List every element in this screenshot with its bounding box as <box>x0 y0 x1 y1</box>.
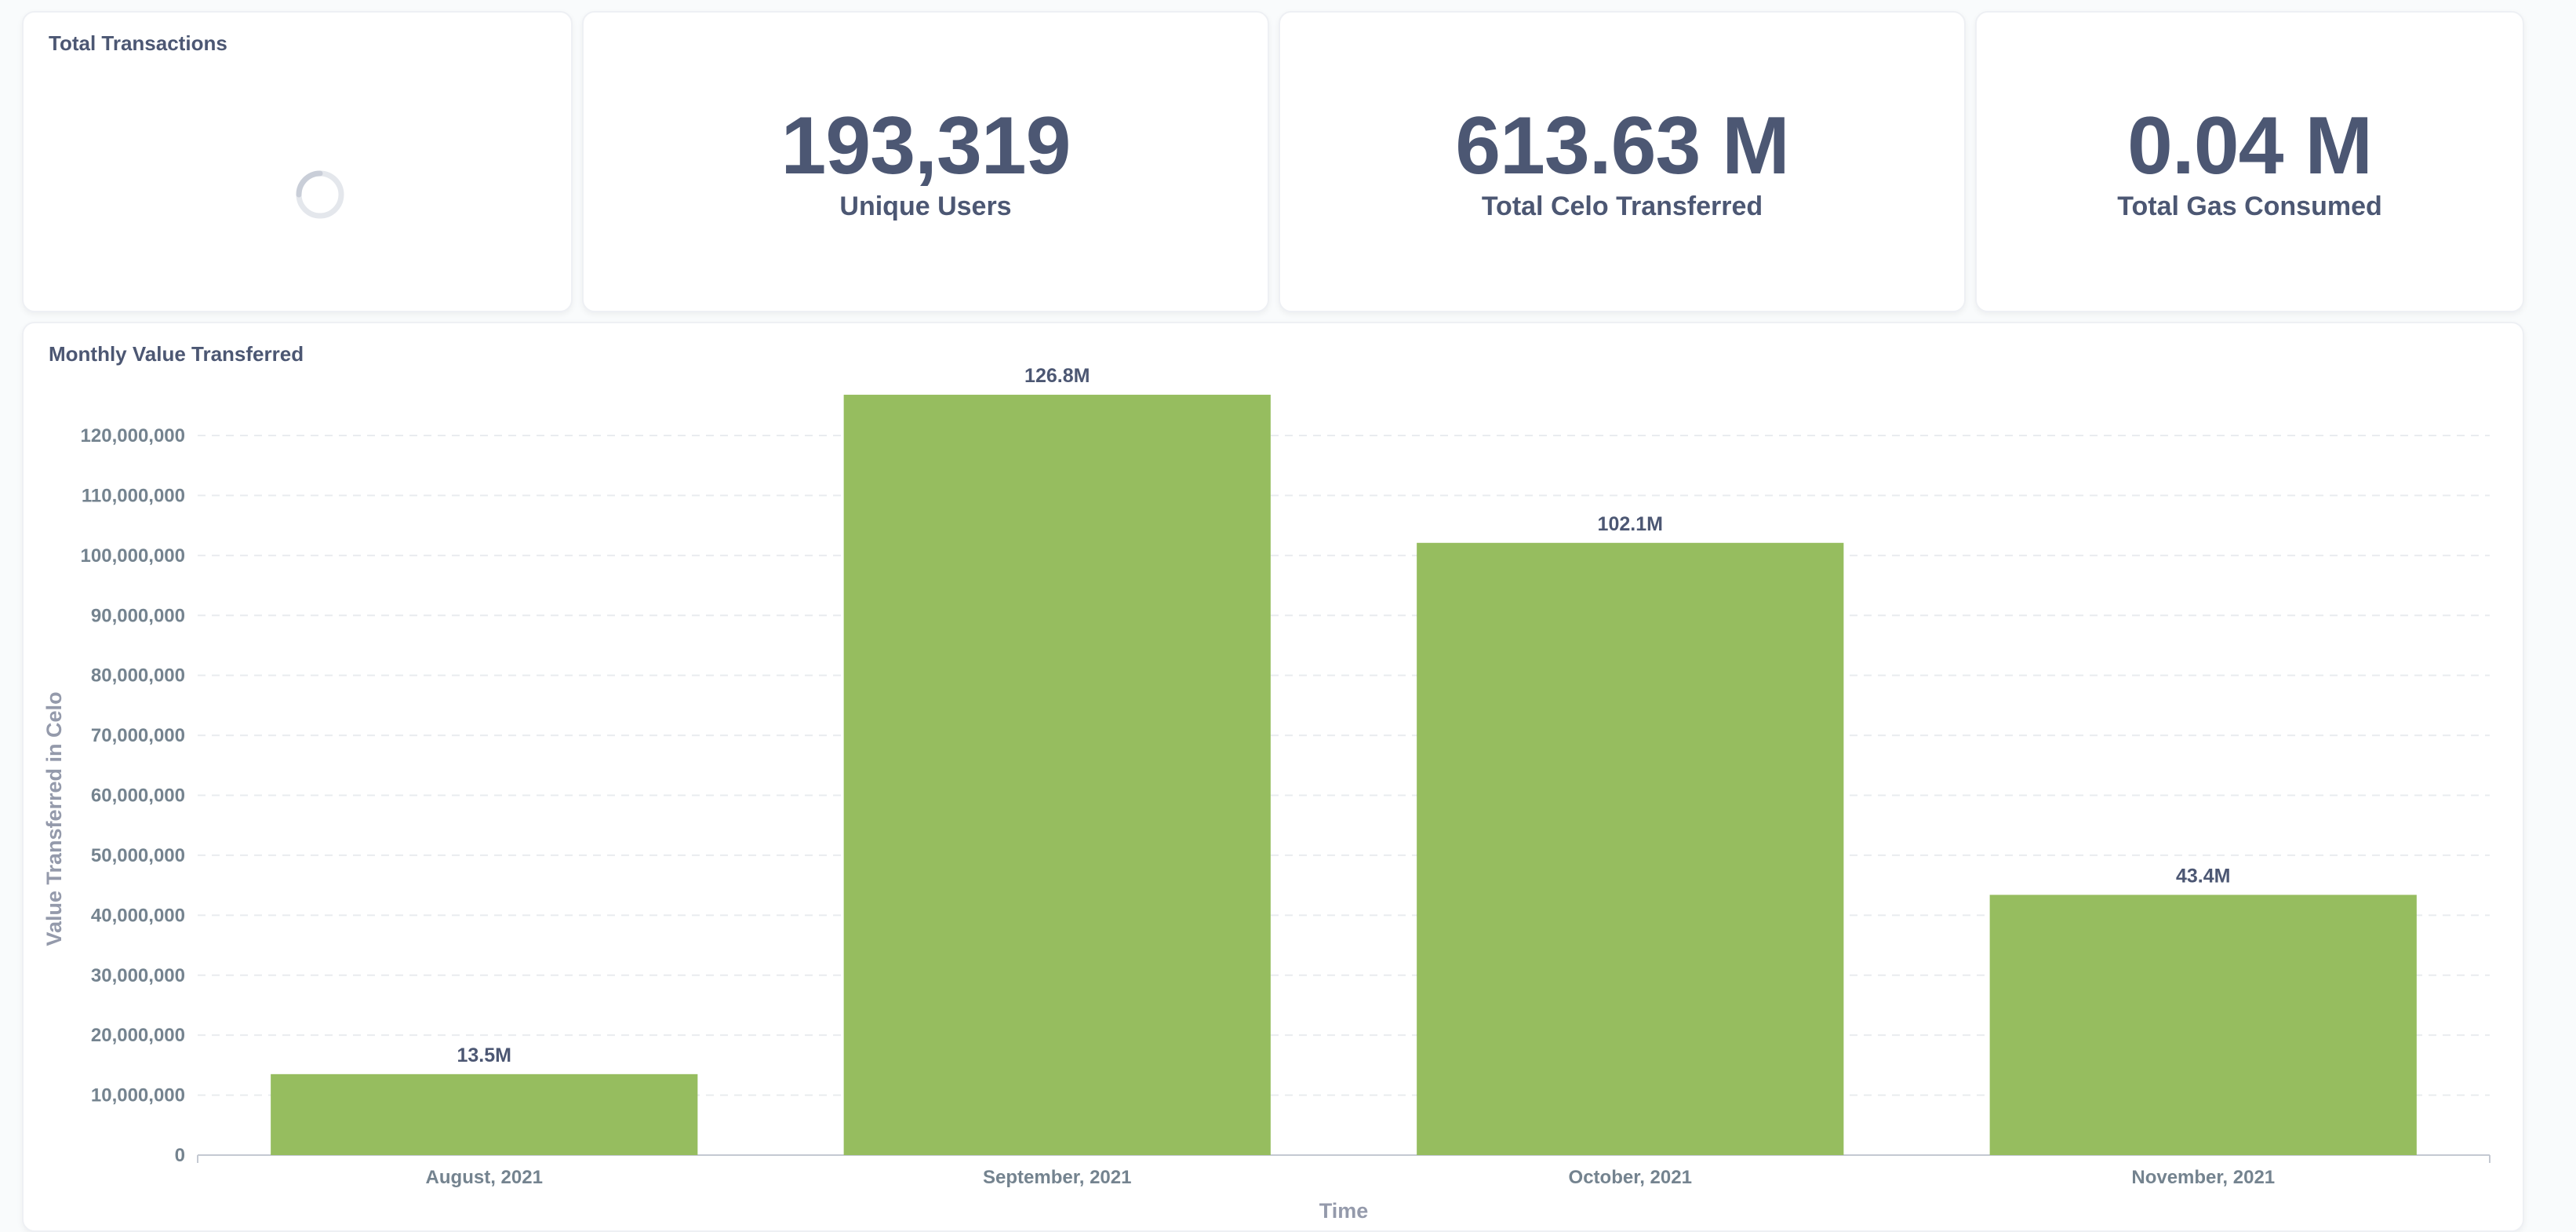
loading-spinner-icon <box>296 170 344 219</box>
unique-users-label[interactable]: Unique Users <box>839 191 1012 221</box>
y-tick-label: 60,000,000 <box>91 785 185 807</box>
y-tick-label: 90,000,000 <box>91 605 185 626</box>
bar[interactable] <box>271 1073 698 1155</box>
y-tick-label: 10,000,000 <box>91 1085 185 1106</box>
unique-users-card[interactable]: 193,319 Unique Users <box>582 11 1269 312</box>
total-celo-label[interactable]: Total Celo Transferred <box>1481 191 1763 221</box>
y-tick-label: 100,000,000 <box>81 545 185 567</box>
x-tick-label: October, 2021 <box>1569 1167 1692 1188</box>
y-tick-label: 20,000,000 <box>91 1025 185 1046</box>
bar-data-label: 126.8M <box>1024 365 1090 387</box>
bar[interactable] <box>1989 895 2417 1155</box>
x-axis-title: Time <box>1319 1199 1369 1223</box>
x-tick-label: November, 2021 <box>2131 1167 2275 1188</box>
total-gas-label[interactable]: Total Gas Consumed <box>2117 191 2382 221</box>
bar-data-label: 43.4M <box>2176 865 2230 887</box>
y-tick-label: 110,000,000 <box>82 485 185 506</box>
monthly-value-chart-card[interactable]: Monthly Value Transferred 0 10,000,000 20,… <box>22 322 2524 1232</box>
chart-title[interactable]: Monthly Value Transferred <box>49 342 304 366</box>
total-celo-value: 613.63 M <box>1455 100 1790 191</box>
bar-data-label: 102.1M <box>1598 513 1663 535</box>
y-tick-label: 80,000,000 <box>91 665 185 687</box>
bar-chart: 0 10,000,000 20,000,000 30,000,000 40,000,00… <box>42 365 2490 1223</box>
total-gas-card[interactable]: 0.04 M Total Gas Consumed <box>1975 11 2524 312</box>
x-tick-label: September, 2021 <box>983 1167 1131 1188</box>
bar-data-label: 13.5M <box>457 1044 511 1066</box>
total-gas-value: 0.04 M <box>2127 100 2373 191</box>
y-tick-label: 40,000,000 <box>91 905 185 926</box>
x-tick-label: August, 2021 <box>426 1167 543 1188</box>
y-tick-label: 70,000,000 <box>91 725 185 746</box>
bar[interactable] <box>1417 542 1844 1155</box>
y-tick-label: 50,000,000 <box>91 845 185 866</box>
y-tick-label: 120,000,000 <box>81 425 185 447</box>
bar[interactable] <box>843 395 1271 1155</box>
unique-users-value: 193,319 <box>780 100 1072 191</box>
y-tick-label: 0 <box>175 1145 185 1166</box>
total-transactions-card[interactable]: Total Transactions <box>22 11 573 312</box>
y-tick-label: 30,000,000 <box>91 965 185 986</box>
total-celo-card[interactable]: 613.63 M Total Celo Transferred <box>1279 11 1966 312</box>
y-axis-title: Value Transferred in Celo <box>42 691 66 946</box>
total-transactions-title[interactable]: Total Transactions <box>49 31 227 55</box>
